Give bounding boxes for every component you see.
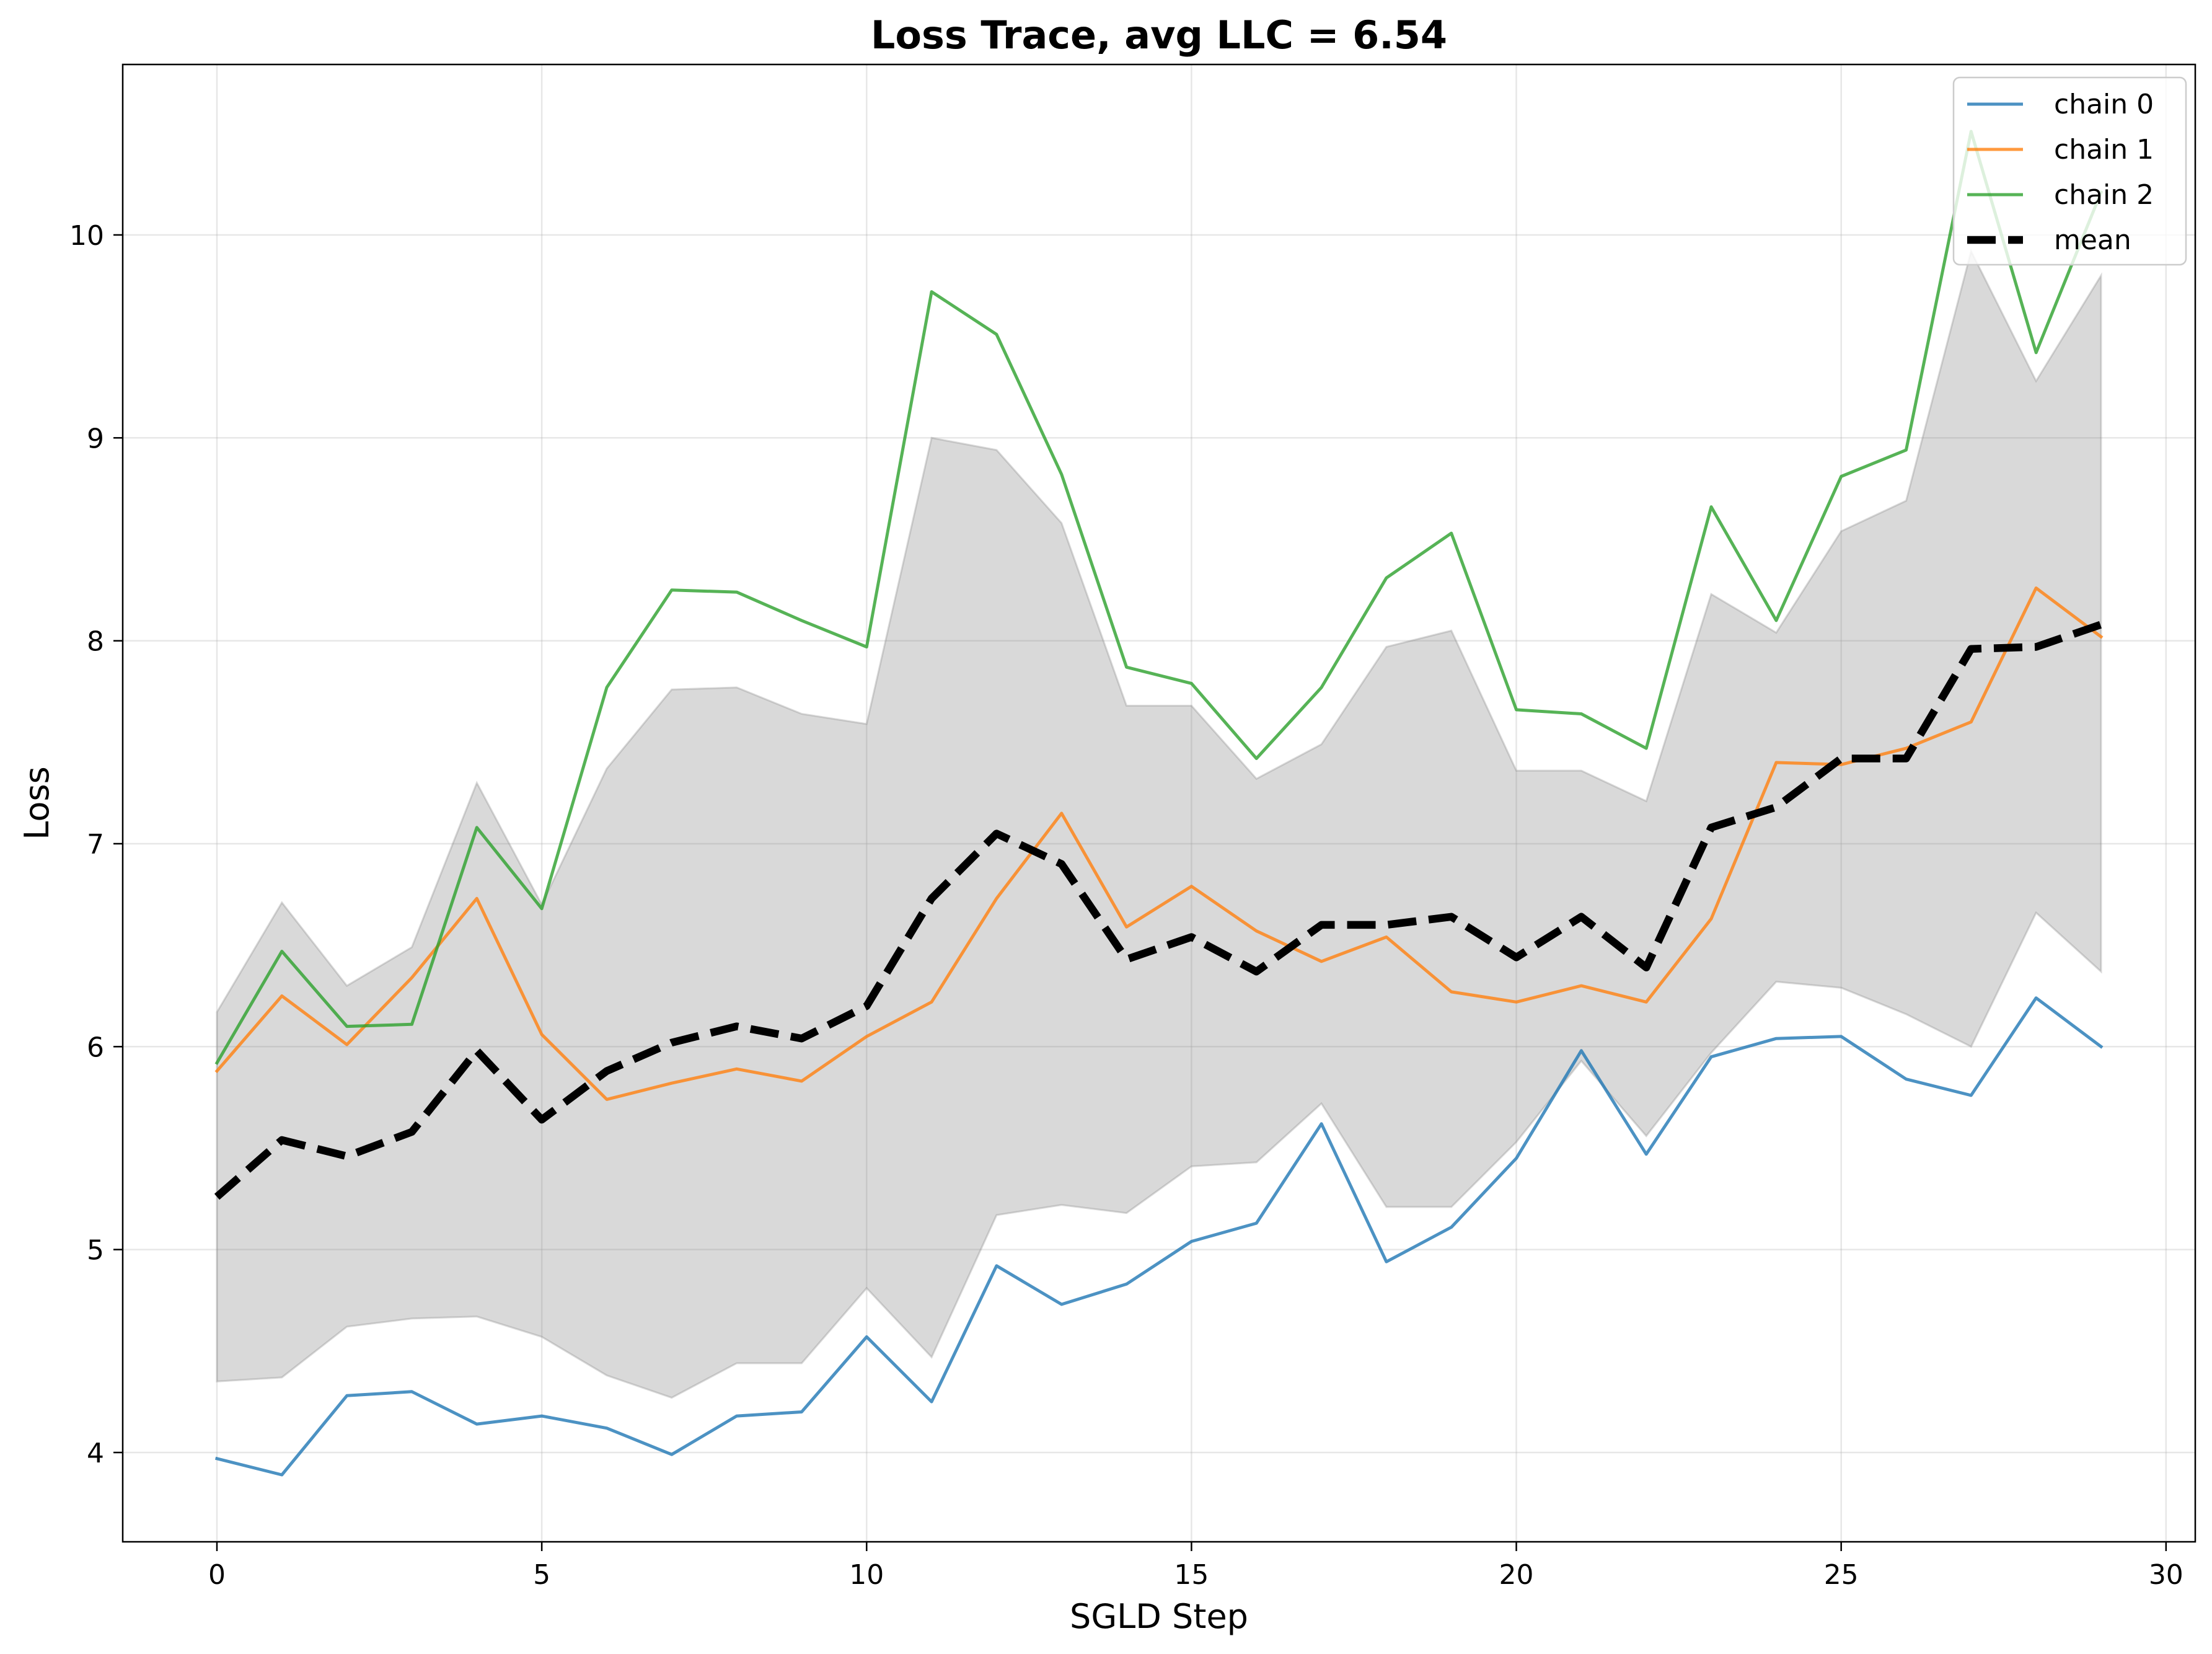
series-line-1	[214, 586, 2104, 1101]
std-band	[216, 248, 2102, 1399]
legend-label: chain 2	[2054, 179, 2154, 211]
series-layer	[214, 130, 2104, 1477]
plot-frame	[121, 63, 2197, 1543]
band-layer	[216, 248, 2102, 1399]
y-tick-label: 10	[69, 220, 104, 252]
x-tick-label: 15	[1174, 1559, 1209, 1591]
y-tick-label: 8	[87, 626, 104, 658]
legend-label: chain 0	[2054, 89, 2154, 120]
y-tick-label: 6	[87, 1032, 104, 1063]
x-tick-label: 30	[2149, 1559, 2183, 1591]
y-tick-label: 4	[87, 1438, 104, 1469]
series-line-0	[214, 996, 2104, 1477]
legend-label: mean	[2054, 224, 2131, 256]
x-axis-label: SGLD Step	[1070, 1597, 1248, 1636]
y-tick-label: 5	[87, 1235, 104, 1267]
x-tick-label: 25	[1824, 1559, 1859, 1591]
x-tick-label: 20	[1499, 1559, 1534, 1591]
legend: chain 0 chain 1 chain 2 mean	[1952, 76, 2187, 266]
x-tick-label: 5	[533, 1559, 550, 1591]
legend-label: chain 1	[2054, 134, 2154, 166]
grid	[123, 64, 2195, 1542]
y-tick-label: 9	[87, 423, 104, 454]
x-tick-label: 0	[208, 1559, 226, 1591]
legend-box	[1952, 76, 2187, 266]
chart-title: Loss Trace, avg LLC = 6.54	[871, 12, 1447, 58]
series-line-3	[214, 621, 2103, 1200]
series-line-2	[214, 130, 2104, 1065]
ticks: 0 5 10 15 20 25 30 4 5 6 7 8 9 10	[69, 220, 2183, 1591]
y-axis-label: Loss	[17, 766, 56, 839]
y-tick-label: 7	[87, 829, 104, 860]
x-tick-label: 10	[849, 1559, 884, 1591]
